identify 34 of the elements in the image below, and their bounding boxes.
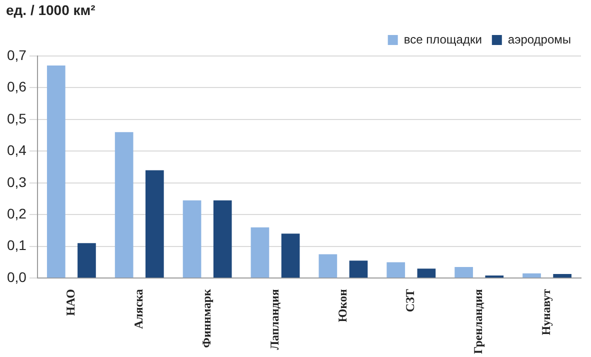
bar: [78, 243, 96, 278]
bar: [145, 170, 164, 278]
y-tick-label: 0,0: [6, 268, 27, 285]
bar: [349, 260, 368, 278]
x-tick-label: Аляска: [131, 289, 146, 330]
y-tick-label: 0,5: [6, 110, 27, 126]
x-tick-label: Лапландия: [267, 288, 282, 350]
x-tick-label: Юкон: [335, 289, 350, 322]
bar: [454, 266, 473, 278]
bar: [182, 200, 202, 278]
bar: [553, 274, 572, 278]
x-tick-label: СЗТ: [403, 289, 418, 312]
bar: [522, 273, 541, 278]
legend-label: все площадки: [404, 32, 482, 46]
y-axis-title: ед. / 1000 км²: [6, 2, 96, 18]
y-tick-label: 0,7: [6, 46, 27, 63]
x-tick-label: Финнмарк: [199, 289, 214, 348]
y-tick-label: 0,3: [6, 174, 27, 190]
legend-label: аэродромы: [508, 32, 572, 46]
x-tick-label: Гренландия: [471, 288, 486, 354]
bar: [386, 262, 406, 278]
y-tick-label: 0,6: [6, 78, 27, 95]
bar: [46, 66, 66, 278]
bar: [114, 132, 134, 278]
bar: [213, 200, 232, 278]
bar: [250, 227, 270, 278]
x-tick-label: Нунавут: [539, 288, 554, 336]
bar: [417, 268, 436, 278]
x-tick-label: НАО: [64, 289, 78, 316]
y-tick-label: 0,1: [6, 237, 27, 254]
bar: [281, 234, 300, 278]
bar: [318, 254, 338, 278]
y-tick-label: 0,4: [6, 142, 27, 158]
y-tick-label: 0,2: [6, 205, 27, 222]
